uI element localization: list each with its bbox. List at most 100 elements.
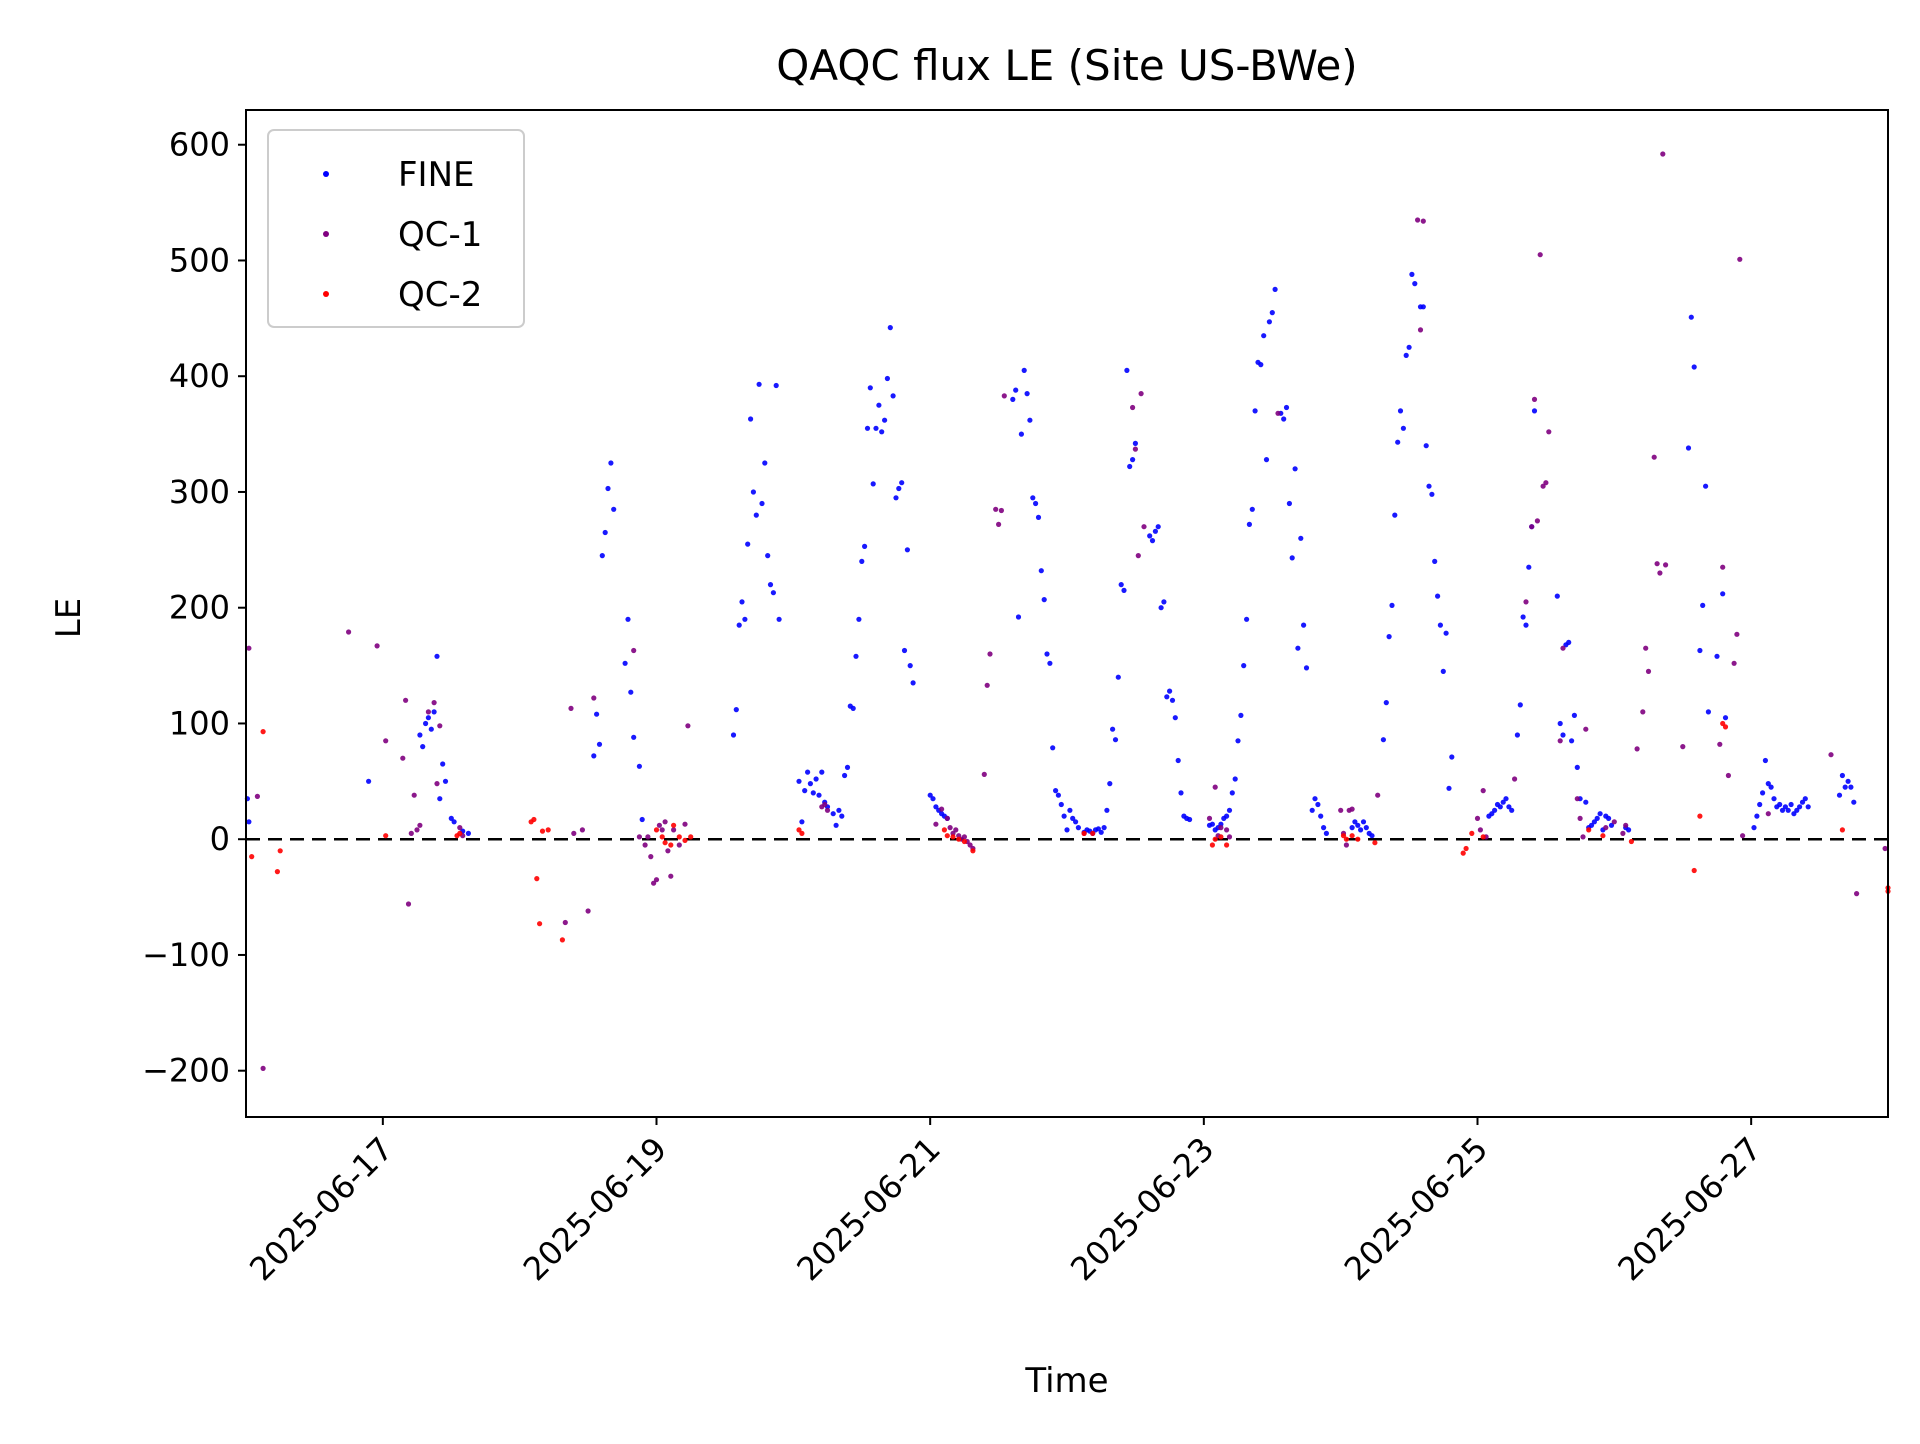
data-point-qc-1 — [246, 645, 252, 651]
data-point-fine — [901, 647, 908, 654]
data-point-fine — [1420, 304, 1426, 310]
data-point-fine — [1266, 319, 1272, 325]
data-point-qc-2 — [1628, 838, 1634, 845]
data-point-qc-1 — [1540, 483, 1546, 489]
data-point-fine — [1027, 417, 1033, 423]
data-point-qc-1 — [562, 919, 568, 926]
data-point-fine — [1164, 694, 1170, 700]
data-point-fine — [602, 529, 608, 536]
data-point-fine — [591, 753, 597, 759]
data-point-fine — [1503, 796, 1509, 802]
data-point-fine — [1557, 720, 1563, 727]
data-point-fine — [887, 325, 893, 331]
data-point-fine — [1235, 738, 1241, 744]
data-point-qc-2 — [277, 848, 283, 854]
data-point-fine — [1397, 408, 1404, 414]
data-point-fine — [1412, 281, 1418, 287]
data-point-fine — [1771, 796, 1777, 802]
data-point-qc-1 — [408, 830, 414, 837]
data-point-fine — [1386, 634, 1392, 640]
data-point-fine — [1283, 404, 1290, 411]
data-point-qc-2 — [1090, 830, 1096, 837]
data-point-fine — [896, 485, 902, 492]
data-point-qc-1 — [1546, 429, 1552, 435]
data-point-qc-1 — [1224, 827, 1230, 833]
data-point-qc-1 — [1660, 151, 1666, 157]
data-point-qc-2 — [1355, 836, 1361, 842]
data-point-qc-1 — [1218, 825, 1224, 831]
data-point-fine — [1107, 781, 1113, 787]
axes-frame — [245, 109, 1889, 1118]
chart-title: QAQC flux LE (Site US-BWe) — [776, 41, 1357, 90]
data-point-fine — [1209, 821, 1215, 827]
data-point-qc-2 — [688, 834, 694, 840]
data-point-fine — [767, 582, 774, 588]
data-point-fine — [1238, 712, 1244, 719]
data-point-fine — [776, 616, 782, 622]
data-point-fine — [1429, 491, 1435, 497]
data-point-qc-1 — [651, 880, 657, 886]
data-point-fine — [1175, 757, 1181, 764]
data-point-fine — [631, 734, 637, 740]
y-tick-label: 600 — [169, 126, 230, 164]
data-point-fine — [1531, 408, 1538, 414]
data-point-qc-1 — [1854, 891, 1860, 897]
data-point-fine — [1423, 443, 1429, 449]
data-point-qc-1 — [403, 697, 409, 703]
data-point-fine — [611, 506, 617, 512]
data-point-qc-1 — [1603, 825, 1609, 831]
data-point-qc-1 — [1206, 815, 1213, 822]
data-point-qc-2 — [950, 834, 956, 840]
data-point-qc-2 — [653, 827, 660, 833]
y-tick-label: −100 — [142, 936, 230, 974]
data-point-fine — [1392, 512, 1398, 518]
data-point-fine — [1169, 697, 1176, 703]
data-point-qc-1 — [1725, 772, 1731, 779]
data-point-fine — [1400, 425, 1406, 431]
data-point-qc-1 — [1534, 518, 1540, 524]
data-point-fine — [1058, 801, 1064, 808]
data-point-fine — [899, 480, 905, 486]
data-point-fine — [1626, 827, 1632, 833]
data-point-qc-1 — [1740, 833, 1746, 839]
data-point-fine — [1021, 367, 1027, 373]
data-point-qc-2 — [1209, 842, 1215, 848]
data-point-fine — [431, 709, 437, 715]
data-point-fine — [1440, 668, 1446, 675]
data-point-fine — [1435, 593, 1441, 599]
data-point-fine — [856, 616, 862, 622]
data-point-fine — [1700, 602, 1706, 609]
data-point-fine — [842, 772, 848, 779]
data-point-fine — [1261, 333, 1267, 339]
data-point-qc-1 — [984, 682, 990, 688]
data-point-fine — [1389, 602, 1395, 609]
data-point-qc-1 — [1417, 327, 1424, 333]
data-point-qc-2 — [961, 838, 968, 845]
data-point-qc-2 — [671, 822, 677, 828]
data-point-qc-2 — [659, 834, 665, 840]
data-point-fine — [850, 705, 856, 712]
data-point-fine — [1044, 651, 1050, 657]
data-point-fine — [810, 790, 816, 796]
legend: FINE QC-1 QC-2 — [267, 129, 525, 328]
data-point-fine — [1158, 605, 1164, 611]
y-tick-label: 400 — [169, 357, 230, 395]
data-point-fine — [1075, 825, 1081, 831]
data-point-fine — [1246, 521, 1252, 528]
data-point-fine — [605, 485, 611, 492]
data-point-fine — [893, 495, 899, 501]
data-point-fine — [1321, 825, 1327, 831]
data-point-fine — [839, 813, 845, 819]
data-point-fine — [1506, 804, 1512, 810]
data-point-fine — [1583, 799, 1589, 805]
data-point-qc-1 — [585, 908, 591, 914]
data-point-fine — [1360, 819, 1367, 825]
data-point-qc-1 — [665, 848, 671, 854]
series-fine — [244, 271, 1857, 839]
data-point-fine — [730, 732, 737, 738]
data-point-qc-1 — [822, 801, 828, 808]
data-point-qc-1 — [648, 854, 654, 860]
data-point-qc-1 — [685, 723, 691, 729]
data-point-fine — [1848, 784, 1854, 790]
data-point-qc-2 — [1463, 845, 1469, 852]
